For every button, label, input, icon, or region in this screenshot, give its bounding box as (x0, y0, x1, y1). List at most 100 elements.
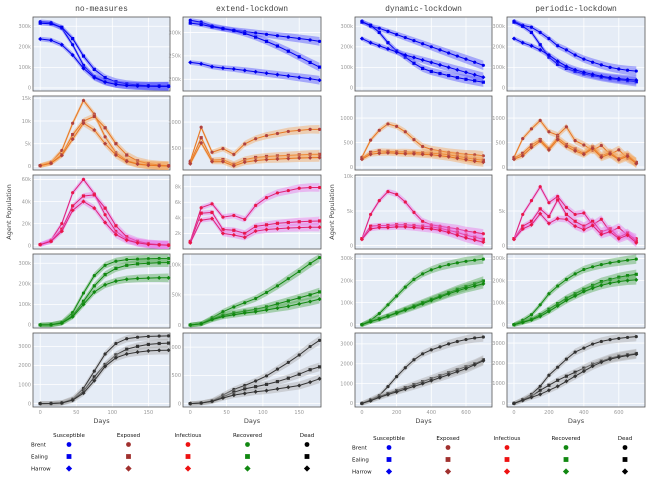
panel-exposed: 0 500 1000 (340, 95, 493, 171)
y-tick-label: 0 (350, 86, 353, 92)
data-point (317, 338, 322, 342)
data-point (253, 229, 258, 234)
data-point (166, 84, 171, 89)
data-point (590, 364, 595, 369)
data-point (231, 312, 236, 317)
data-point (103, 364, 108, 369)
data-point (254, 35, 258, 39)
data-point (92, 375, 96, 379)
data-point (481, 232, 485, 236)
data-point (368, 319, 373, 324)
data-point (472, 72, 477, 77)
data-point (520, 320, 525, 325)
data-point (437, 294, 443, 300)
y-tick-label: 0 (502, 165, 505, 171)
data-point (275, 34, 280, 38)
data-point (59, 42, 64, 47)
data-point (438, 71, 442, 76)
data-point (438, 265, 442, 269)
x-axis-label: Days (415, 417, 432, 425)
data-point (599, 155, 604, 160)
data-point (582, 211, 586, 215)
data-point (275, 191, 280, 195)
data-point (437, 62, 443, 67)
data-point (429, 45, 433, 49)
y-tick-label: 300k (493, 256, 506, 262)
y-tick-label: 5k (25, 141, 31, 147)
data-point (529, 43, 534, 48)
data-point (529, 313, 534, 317)
data-point (599, 217, 603, 221)
data-point (617, 225, 621, 230)
data-point (429, 60, 434, 65)
data-point (403, 130, 407, 134)
data-point (297, 220, 301, 224)
data-point (447, 263, 451, 267)
data-point (38, 401, 43, 406)
data-point (113, 355, 119, 360)
data-point (369, 138, 373, 142)
data-point (210, 202, 214, 206)
y-tick-label: 500 (171, 146, 181, 152)
data-point (616, 279, 621, 284)
data-point (275, 131, 280, 136)
y-tick-label: 0 (502, 401, 505, 407)
confidence-band (40, 338, 169, 406)
panel-recovered: 0 100k 200k 300k (19, 253, 171, 329)
data-point (264, 157, 269, 162)
y-tick-label: 5k (499, 209, 505, 215)
x-tick-label: 0 (360, 410, 363, 416)
data-point (286, 35, 290, 39)
data-point (232, 213, 236, 218)
data-point (455, 369, 460, 374)
data-point (599, 74, 604, 79)
y-axis-label-right: Agent Population (328, 184, 336, 239)
data-point (286, 299, 290, 303)
y-tick-label: 0 (350, 322, 353, 328)
data-point (359, 401, 365, 406)
data-point (146, 242, 151, 247)
data-point (617, 336, 621, 341)
data-point (114, 142, 118, 146)
data-point (599, 230, 603, 234)
data-point (385, 225, 391, 230)
data-point (447, 51, 451, 55)
data-point (573, 67, 578, 72)
data-point (81, 390, 86, 396)
data-point (103, 80, 108, 85)
y-tick-label: 100k (493, 65, 506, 71)
legend-marker-infectious-brent (185, 442, 191, 447)
series-ealing (188, 20, 322, 72)
data-point (166, 334, 171, 338)
data-point (616, 157, 621, 162)
data-point (71, 204, 75, 208)
data-point (275, 72, 280, 77)
data-point (254, 31, 258, 35)
legend-marker-recovered-brent (563, 445, 569, 450)
data-point (103, 272, 107, 277)
confidence-band (190, 20, 320, 72)
legend-marker-exposed-ealing (126, 454, 131, 459)
data-point (472, 283, 477, 289)
data-point (625, 68, 630, 72)
data-point (573, 272, 577, 276)
data-point (297, 301, 302, 307)
data-point (59, 153, 64, 158)
confidence-band (514, 348, 637, 406)
data-point (377, 312, 381, 316)
data-point (546, 309, 552, 314)
data-point (617, 148, 621, 152)
data-point (564, 212, 568, 217)
series-harrow (38, 273, 171, 328)
data-point (135, 335, 140, 339)
data-point (210, 25, 214, 29)
y-tick-label: 0 (178, 323, 181, 329)
data-point (92, 206, 97, 211)
data-point (253, 309, 258, 314)
data-point (463, 235, 469, 241)
data-point (556, 284, 560, 288)
data-point (308, 127, 312, 131)
data-point (455, 156, 460, 161)
plot-area (32, 16, 171, 92)
data-point (573, 370, 577, 374)
